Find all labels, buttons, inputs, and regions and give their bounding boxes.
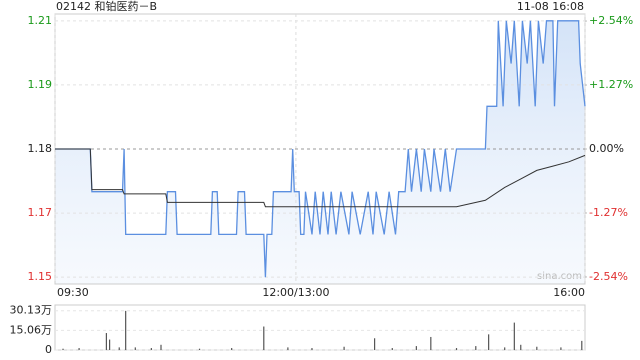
timestamp: 11-08 16:08 [517, 0, 584, 13]
volume-bar [198, 348, 201, 350]
volume-bar [263, 326, 265, 350]
price-line [55, 20, 586, 278]
x-tick-label: 16:00 [553, 286, 585, 299]
volume-bar [581, 340, 583, 350]
volume-bar [504, 347, 506, 350]
watermark: sina.com [537, 271, 582, 282]
volume-bar [134, 347, 136, 350]
volume-bar [150, 348, 152, 350]
volume-bar [520, 344, 522, 350]
y2-tick-label: -1.27% [589, 206, 628, 219]
volume-bar [311, 348, 313, 350]
volume-bar [415, 346, 417, 350]
volume-bar [109, 339, 111, 350]
y2-tick-label: +2.54% [589, 14, 633, 27]
price-area [55, 20, 585, 285]
volume-bar [536, 346, 538, 350]
volume-bar [105, 333, 107, 350]
volume-bar [78, 348, 80, 350]
volume-bar [125, 310, 127, 350]
y2-tick-label: -2.54% [589, 270, 628, 283]
volume-bar [287, 347, 289, 350]
x-tick-label: 12:00/13:00 [262, 286, 329, 299]
volume-bar [118, 347, 120, 350]
volume-bar [488, 334, 490, 350]
y-tick-label: 1.17 [28, 206, 53, 219]
volume-bar [374, 338, 376, 350]
y-tick-label: 30.13万 [10, 304, 53, 317]
volume-bar [455, 348, 458, 350]
volume-bar [231, 348, 233, 350]
y-tick-label: 1.19 [28, 78, 53, 91]
average-line [55, 148, 586, 208]
volume-bar [475, 346, 477, 350]
volume-bar [430, 336, 432, 350]
y-tick-label: 0 [45, 343, 52, 356]
volume-bar [560, 347, 562, 350]
y-tick-label: 1.21 [28, 14, 53, 27]
volume-frame [54, 304, 586, 351]
title: 02142 和铂医药－B [56, 0, 157, 13]
volume-bar [343, 346, 345, 350]
volume-bar [391, 348, 393, 350]
y2-tick-label: 0.00% [589, 142, 624, 155]
y2-tick-label: +1.27% [589, 78, 633, 91]
volume-bar [62, 348, 64, 350]
y-tick-label: 15.06万 [10, 323, 53, 336]
volume-bar [513, 322, 515, 350]
y-tick-label: 1.15 [28, 270, 53, 283]
volume-bar [160, 344, 162, 350]
x-tick-label: 09:30 [57, 286, 89, 299]
y-tick-label: 1.18 [28, 142, 53, 155]
